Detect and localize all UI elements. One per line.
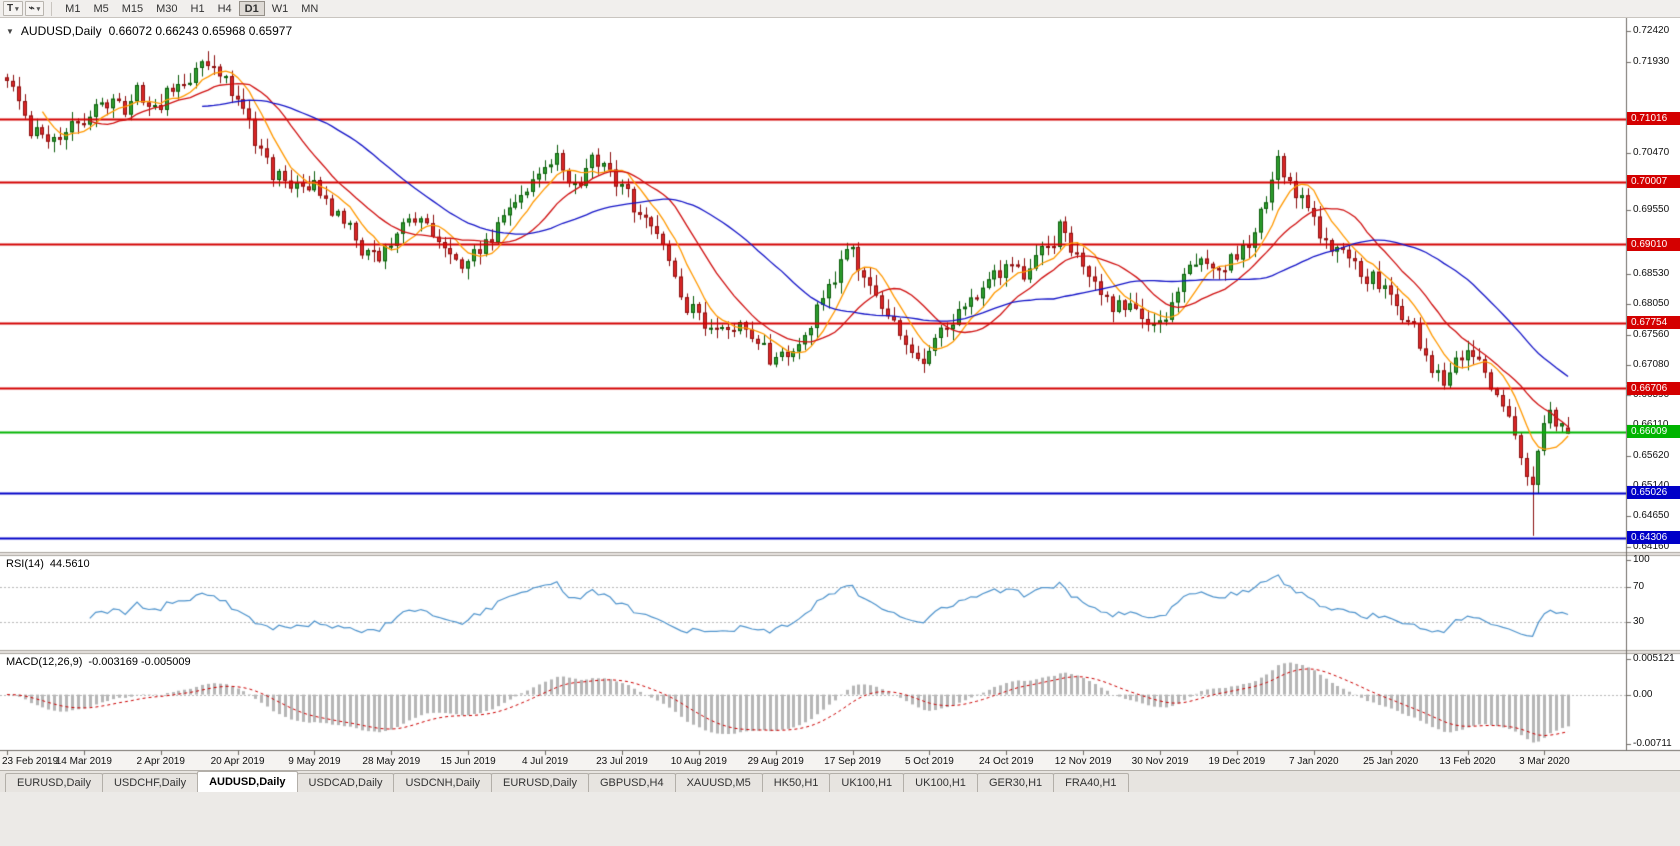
- rsi-indicator-label: RSI(14) 44.5610: [6, 558, 90, 570]
- timeframe-button-m15[interactable]: M15: [116, 1, 149, 16]
- bottom-area: [0, 792, 1680, 846]
- caret-down-icon: ▾: [36, 5, 41, 13]
- chart-tab-uk100-h1[interactable]: UK100,H1: [829, 773, 905, 792]
- toolbar: T ▾ ⌁ ▾ M1 M5 M15 M30 H1 H4 D1 W1 MN: [0, 0, 1680, 18]
- timeframe-button-m30[interactable]: M30: [150, 1, 183, 16]
- chart-tabs-bar: EURUSD,Daily USDCHF,Daily AUDUSD,Daily USDC…: [0, 770, 1680, 792]
- chart-objects-button[interactable]: ⌁ ▾: [24, 1, 45, 16]
- chart-tab-uk100-h1[interactable]: UK100,H1: [903, 773, 978, 792]
- macd-indicator-label: MACD(12,26,9) -0.003169 -0.005009: [6, 656, 191, 668]
- toolbar-separator: [51, 1, 53, 16]
- chart-tab-hk50-h1[interactable]: HK50,H1: [761, 773, 831, 792]
- macd-indicator-name: MACD(12,26,9): [6, 656, 83, 668]
- chart-ohlc-values: 0.66072 0.66243 0.65968 0.65977: [108, 24, 293, 38]
- chart-template-button[interactable]: T ▾: [3, 1, 23, 16]
- collapse-chart-icon[interactable]: ▼: [6, 26, 14, 36]
- chart-title: ▼ AUDUSD,Daily 0.66072 0.66243 0.65968 0…: [6, 24, 292, 38]
- chart-tab-ger30-h1[interactable]: GER30,H1: [976, 773, 1055, 792]
- chart-tab-gbpusd-h4[interactable]: GBPUSD,H4: [588, 773, 676, 792]
- caret-down-icon: ▾: [15, 5, 19, 13]
- chart-tab-xauusd-m5[interactable]: XAUUSD,M5: [674, 773, 763, 792]
- chart-tab-audusd-daily[interactable]: AUDUSD,Daily: [197, 771, 298, 792]
- chart-template-button-label: T: [7, 3, 14, 14]
- timeframe-button-mn[interactable]: MN: [295, 1, 324, 16]
- chart-tab-usdchf-daily[interactable]: USDCHF,Daily: [101, 773, 199, 792]
- rsi-indicator-name: RSI(14): [6, 558, 44, 570]
- rsi-pane-splitter[interactable]: [0, 552, 1680, 556]
- timeframe-button-d1[interactable]: D1: [238, 1, 265, 16]
- zigzag-icon: ⌁: [28, 3, 35, 14]
- chart-tab-eurusd-daily[interactable]: EURUSD,Daily: [491, 773, 589, 792]
- chart-tab-usdcad-daily[interactable]: USDCAD,Daily: [296, 773, 395, 792]
- chart-tab-eurusd-daily[interactable]: EURUSD,Daily: [5, 773, 103, 792]
- timeframe-button-m1[interactable]: M1: [59, 1, 86, 16]
- chart-tab-fra40-h1[interactable]: FRA40,H1: [1053, 773, 1129, 792]
- time-axis[interactable]: [0, 750, 1626, 770]
- chart-symbol-period: AUDUSD,Daily: [20, 24, 102, 38]
- rsi-indicator-value: 44.5610: [49, 558, 90, 570]
- timeframe-button-h4[interactable]: H4: [212, 1, 238, 16]
- timeframe-button-group: M1 M5 M15 M30 H1 H4 D1 W1 MN: [59, 1, 325, 16]
- macd-indicator-values: -0.003169 -0.005009: [88, 656, 191, 668]
- timeframe-button-w1[interactable]: W1: [266, 1, 295, 16]
- price-chart-canvas[interactable]: [0, 18, 1680, 770]
- timeframe-button-m5[interactable]: M5: [87, 1, 114, 16]
- chart-tab-usdcnh-daily[interactable]: USDCNH,Daily: [393, 773, 493, 792]
- timeframe-button-h1[interactable]: H1: [185, 1, 211, 16]
- price-axis[interactable]: [1626, 18, 1680, 750]
- macd-pane-splitter[interactable]: [0, 650, 1680, 654]
